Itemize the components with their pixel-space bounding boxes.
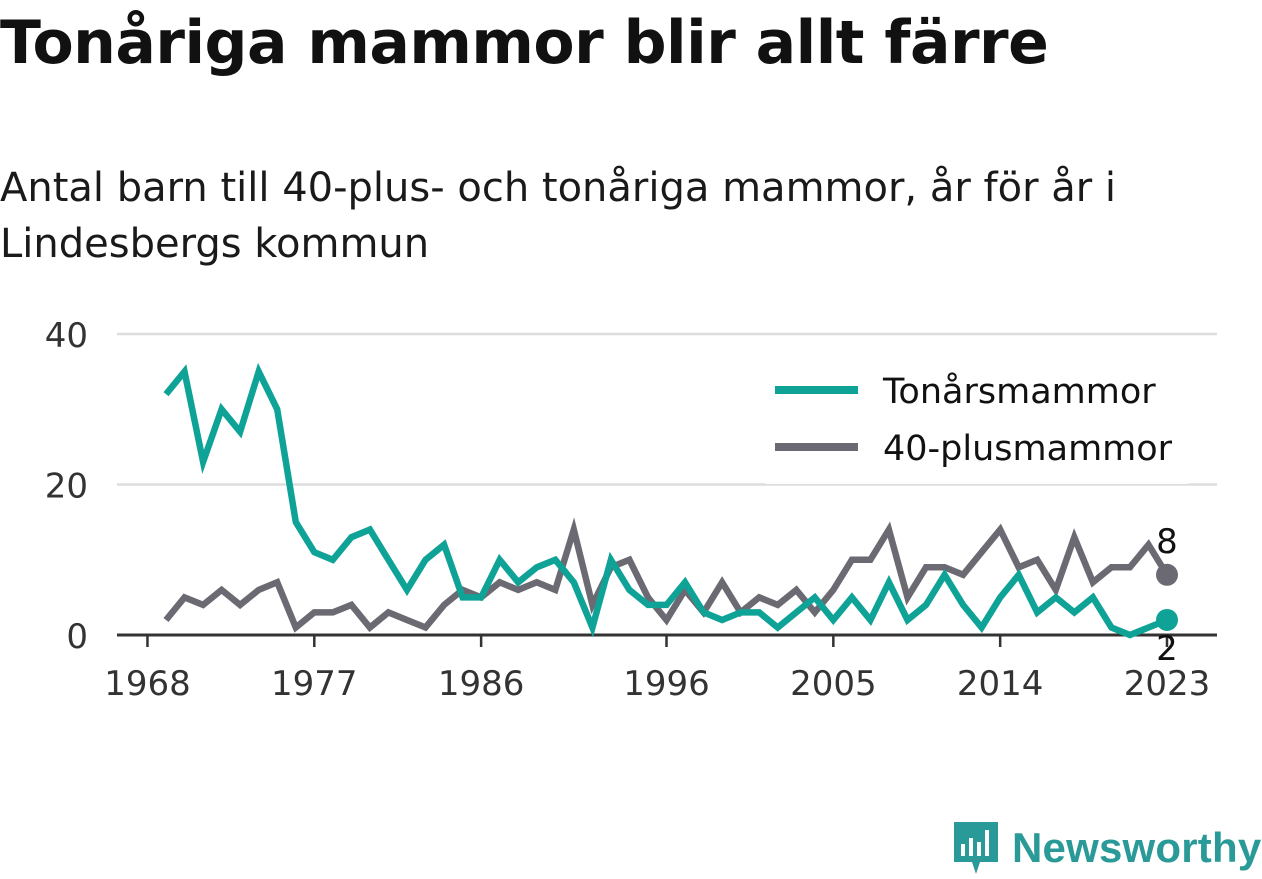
brand-logo: Newsworthy	[950, 818, 1261, 878]
x-tick-label: 1996	[623, 664, 710, 704]
legend-label: Tonårsmammor	[882, 371, 1156, 412]
end-point-marker	[1156, 608, 1178, 631]
y-tick-label: 40	[45, 316, 88, 356]
series-line-fortyplus	[163, 517, 1170, 633]
end-value-label: 8	[1156, 522, 1178, 562]
newsworthy-logo-icon	[954, 822, 998, 874]
x-tick-label: 2014	[957, 664, 1044, 704]
chart-title: Tonåriga mammor blir allt färre	[0, 8, 1049, 78]
legend-box	[765, 360, 1189, 484]
y-tick-label: 0	[66, 617, 88, 657]
x-tick-label: 1986	[438, 664, 525, 704]
x-tick-label: 2023	[1124, 664, 1211, 704]
line-chart: 0 20 40 1968 1977 1986 1996 2005 2014 2023 2 8 Ton…	[45, 316, 1217, 704]
y-tick-label: 20	[45, 467, 88, 507]
legend-label: 40-plusmammor	[883, 429, 1173, 469]
series-line-tonarsmammor	[163, 362, 1169, 639]
x-tick-label: 1968	[104, 664, 191, 704]
chart-subtitle: Antal barn till 40-plus- och tonåriga ma…	[0, 165, 1117, 267]
x-tick-label: 2005	[790, 664, 877, 704]
end-point-marker	[1156, 563, 1178, 586]
x-tick-label: 1977	[271, 664, 358, 704]
brand-name: Newsworthy	[1012, 824, 1262, 871]
end-value-label: 2	[1156, 629, 1178, 669]
